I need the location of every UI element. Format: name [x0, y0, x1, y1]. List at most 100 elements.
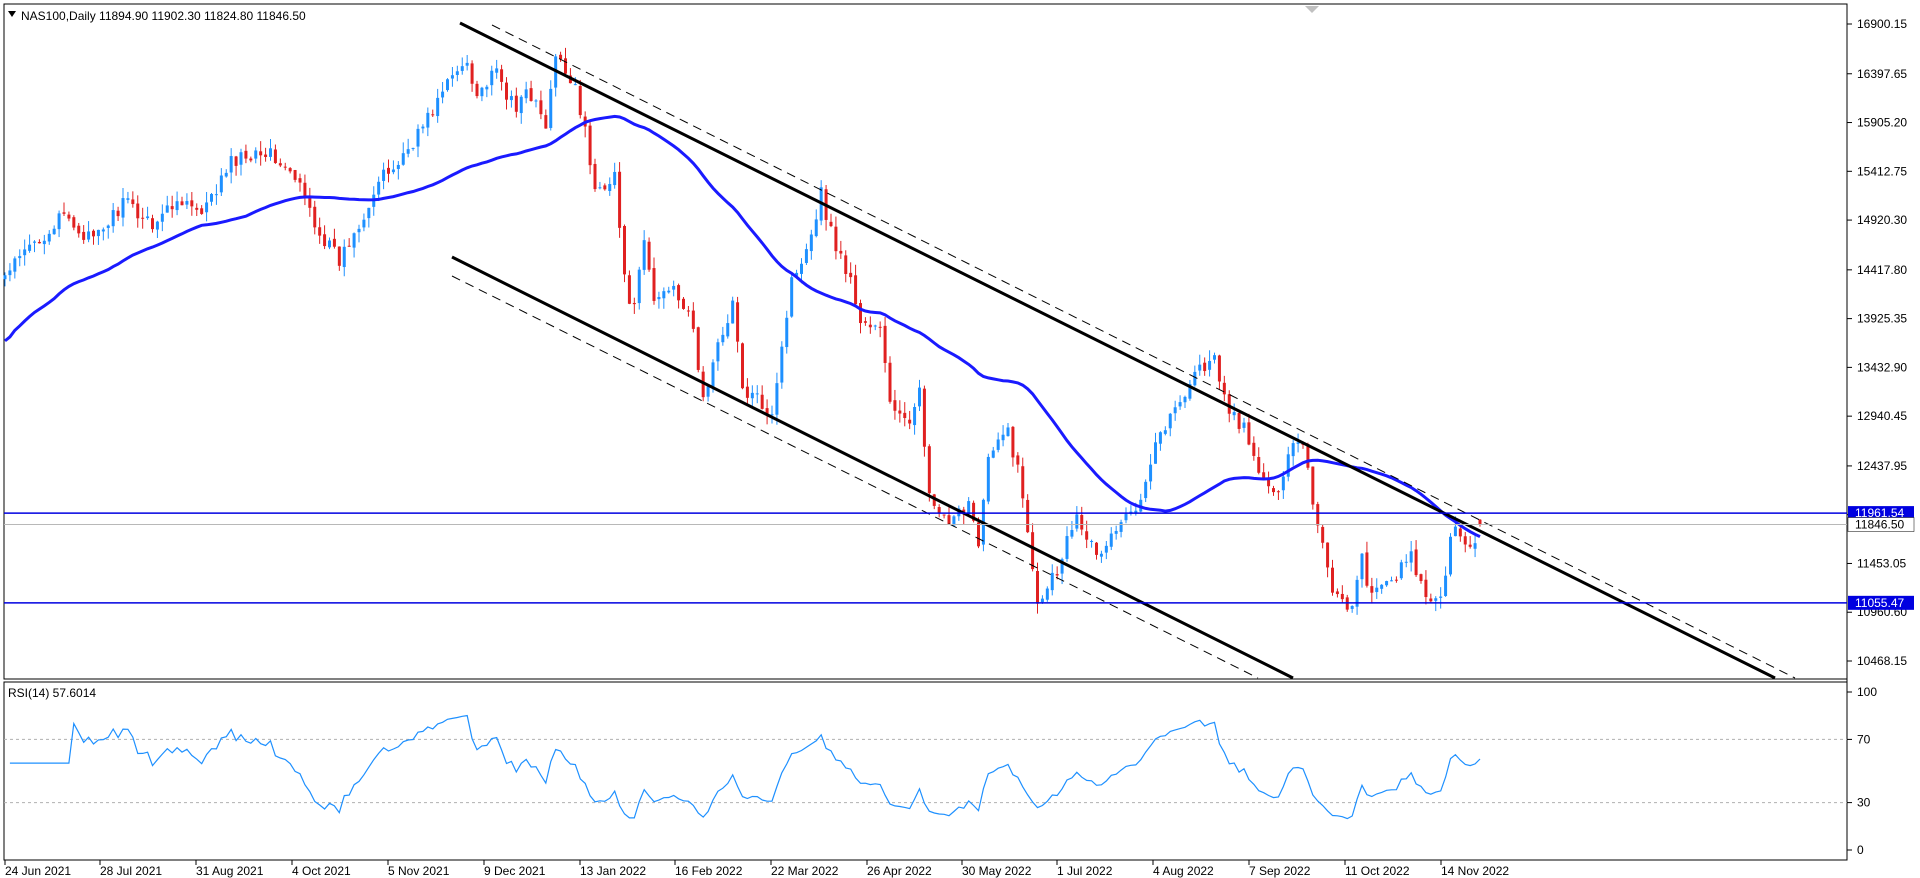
candle [854, 264, 858, 306]
candle [106, 224, 110, 239]
candle [116, 206, 120, 222]
candle [534, 99, 538, 108]
candle [151, 214, 154, 233]
candle [224, 169, 228, 178]
candle [1095, 541, 1098, 560]
candle [1424, 570, 1428, 605]
candle [686, 306, 690, 317]
candle [1478, 518, 1482, 527]
candle [337, 246, 341, 271]
price-tick-label: 16900.15 [1857, 17, 1907, 31]
candle [490, 65, 494, 96]
candle [475, 80, 479, 99]
candle [18, 249, 22, 267]
date-tick-label: 30 May 2022 [962, 864, 1032, 878]
date-x-axis: 24 Jun 2021 28 Jul 2021 31 Aug 2021 4 Oct 2… [4, 860, 1509, 878]
candle [672, 280, 676, 297]
candle [652, 257, 656, 305]
moving-average-line [4, 114, 1481, 538]
candle [1011, 425, 1015, 467]
trend-channel[interactable] [451, 21, 1796, 680]
candle [1198, 354, 1202, 376]
candle [1173, 400, 1177, 421]
candle [977, 517, 980, 549]
candle [313, 200, 317, 235]
candle [170, 195, 174, 218]
candle [1414, 540, 1418, 577]
candle [1070, 520, 1074, 539]
collapse-triangle-icon[interactable] [8, 11, 16, 17]
candle [239, 148, 243, 176]
candle [303, 174, 307, 206]
candle [72, 215, 76, 231]
channel-lower-line[interactable] [451, 255, 1294, 680]
candle [278, 158, 282, 168]
level-price-label: 11961.54 [1855, 506, 1904, 520]
rsi-tick-label: 0 [1857, 843, 1864, 857]
candle [1399, 559, 1403, 580]
candle [706, 386, 710, 402]
candle [136, 195, 140, 228]
candle [775, 372, 779, 425]
candle [913, 403, 917, 435]
candle [1090, 539, 1094, 548]
candle [92, 229, 95, 245]
candle [288, 167, 292, 174]
scroll-marker-icon[interactable] [1305, 6, 1319, 13]
candle [406, 138, 410, 158]
price-tick-label: 13925.35 [1857, 312, 1907, 326]
candle [1267, 471, 1271, 494]
candle [588, 120, 592, 175]
rsi-tick-label: 100 [1857, 685, 1877, 699]
channel-upper-line[interactable] [459, 21, 1776, 680]
candle [800, 258, 803, 284]
candle [1468, 536, 1472, 549]
candle [790, 274, 794, 318]
candle [180, 196, 184, 206]
date-tick-label: 13 Jan 2022 [580, 864, 646, 878]
candle [932, 493, 936, 510]
date-tick-label: 7 Sep 2022 [1249, 864, 1311, 878]
date-tick-label: 11 Oct 2022 [1345, 864, 1410, 878]
candle [87, 221, 91, 243]
candle [244, 144, 248, 164]
price-panel-frame [3, 3, 1848, 680]
candle [996, 432, 1000, 453]
level-price-tag [1848, 595, 1914, 610]
candle [524, 81, 528, 104]
candle [377, 176, 381, 202]
horizontal-levels: 11961.54 11055.47 11846.50 [4, 506, 1915, 610]
candle [1247, 413, 1251, 446]
candle [210, 192, 213, 206]
candle [249, 156, 253, 163]
candle [642, 230, 646, 275]
candle [47, 230, 51, 245]
candle [1321, 524, 1325, 549]
candle [1291, 439, 1295, 466]
date-tick-label: 26 Apr 2022 [867, 864, 932, 878]
candle [283, 162, 287, 171]
candle [42, 234, 46, 255]
price-tick-label: 15412.75 [1857, 164, 1907, 178]
candle [1183, 395, 1187, 409]
channel-upper-dashed-line[interactable] [491, 24, 1796, 679]
candle [868, 316, 872, 334]
candle [460, 57, 464, 75]
rsi-panel-title: RSI(14) 57.6014 [8, 686, 96, 700]
candle [505, 77, 508, 110]
candle [33, 240, 36, 253]
channel-lower-dashed-line[interactable] [451, 275, 1259, 679]
candle [809, 229, 813, 260]
candle [357, 224, 361, 243]
candle [391, 160, 395, 175]
candle [603, 183, 607, 191]
candle [1272, 485, 1275, 496]
candle [121, 187, 125, 227]
candle [1360, 552, 1364, 588]
candle [1178, 395, 1182, 410]
candle [52, 225, 56, 235]
candle [873, 324, 877, 331]
candle [731, 296, 735, 324]
candle [1311, 466, 1315, 510]
